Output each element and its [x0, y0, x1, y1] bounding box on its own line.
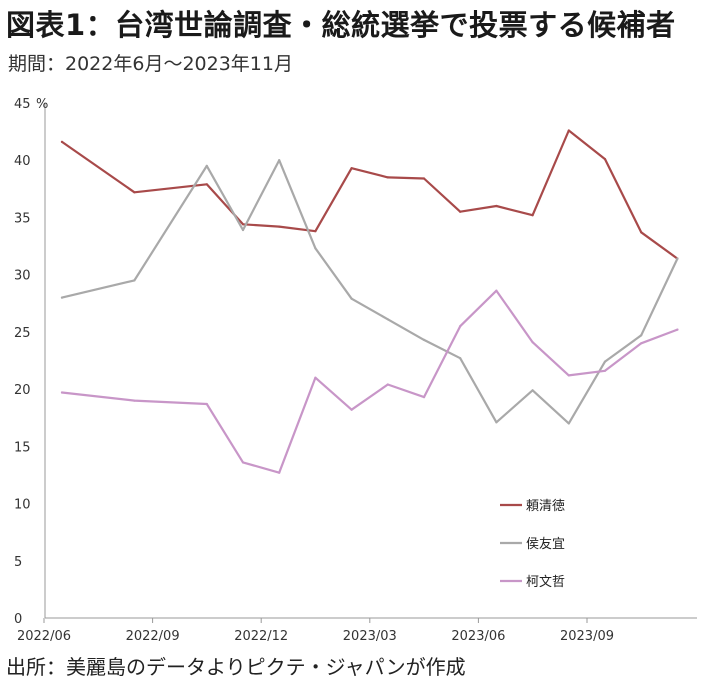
- data-point: [133, 279, 136, 282]
- x-tick-label: 2023/06: [451, 629, 505, 644]
- y-tick-label: 45: [14, 97, 31, 112]
- x-tick-label: 2022/06: [17, 629, 71, 644]
- data-point: [350, 297, 353, 300]
- data-point: [676, 257, 679, 260]
- data-point: [495, 421, 498, 424]
- y-tick-label: 35: [14, 211, 31, 226]
- data-point: [531, 214, 534, 217]
- data-point: [278, 159, 281, 162]
- data-point: [422, 338, 426, 341]
- series-line-3: [60, 289, 679, 474]
- data-point: [205, 164, 208, 167]
- data-point: [133, 399, 136, 402]
- y-tick-label: 5: [14, 555, 22, 570]
- x-tick-label: 2023/09: [560, 629, 614, 644]
- data-point: [603, 369, 607, 372]
- chart-title: 図表1：台湾世論調査・総統選挙で投票する候補者: [6, 8, 676, 42]
- data-point: [640, 334, 643, 337]
- data-point: [205, 402, 208, 406]
- legend-label: 侯友宜: [526, 536, 565, 552]
- y-tick-label: 20: [14, 383, 31, 398]
- chart-series: [60, 129, 679, 474]
- data-point: [567, 422, 570, 425]
- data-point: [459, 357, 462, 360]
- data-point: [495, 289, 498, 292]
- data-point: [386, 383, 389, 386]
- legend-label: 頼清徳: [526, 499, 565, 514]
- data-point: [459, 210, 462, 213]
- data-point: [640, 231, 643, 234]
- data-point: [133, 191, 136, 194]
- data-point: [531, 389, 534, 392]
- chart-axes: 0 5 10 15 20 25 30 35 40 45 % 2022/06 2022/09 2022/12…: [14, 97, 697, 644]
- series-line-2: [60, 159, 679, 425]
- data-point: [314, 376, 317, 379]
- y-tick-label: 10: [14, 498, 31, 513]
- data-point: [60, 140, 64, 143]
- data-point: [205, 183, 208, 186]
- data-point: [241, 223, 245, 226]
- data-point: [350, 408, 353, 411]
- data-point: [386, 176, 389, 179]
- data-point: [603, 158, 607, 161]
- x-tick-label: 2022/09: [126, 629, 180, 644]
- data-point: [386, 318, 389, 321]
- data-point: [422, 177, 426, 180]
- data-point: [278, 225, 281, 228]
- data-point: [422, 396, 426, 399]
- y-tick-label: 15: [14, 440, 31, 455]
- data-point: [241, 461, 245, 464]
- y-tick-label: 0: [14, 612, 22, 627]
- data-point: [603, 360, 607, 363]
- x-tick-label: 2022/12: [234, 629, 288, 644]
- data-point: [350, 167, 353, 170]
- y-axis-unit-label: %: [36, 97, 48, 112]
- data-point: [459, 325, 462, 328]
- data-point: [567, 129, 570, 132]
- data-point: [676, 328, 679, 331]
- data-point: [314, 247, 317, 250]
- data-point: [241, 228, 245, 232]
- x-tick-label: 2023/03: [343, 629, 397, 644]
- y-tick-label: 40: [14, 154, 31, 169]
- data-point: [531, 341, 534, 344]
- y-tick-label: 30: [14, 269, 31, 284]
- legend-label: 柯文哲: [526, 575, 565, 590]
- source-note: 出所：美麗島のデータよりピクテ・ジャパンが作成: [6, 655, 466, 679]
- data-point: [60, 391, 64, 394]
- data-point: [314, 230, 317, 233]
- data-point: [567, 374, 570, 377]
- series-line-1: [60, 129, 679, 260]
- data-point: [640, 342, 643, 345]
- data-point: [495, 204, 498, 208]
- period-subtitle: 期間：2022年6月～2023年11月: [8, 53, 293, 75]
- data-point: [60, 296, 64, 299]
- y-tick-label: 25: [14, 326, 31, 341]
- data-point: [278, 471, 281, 474]
